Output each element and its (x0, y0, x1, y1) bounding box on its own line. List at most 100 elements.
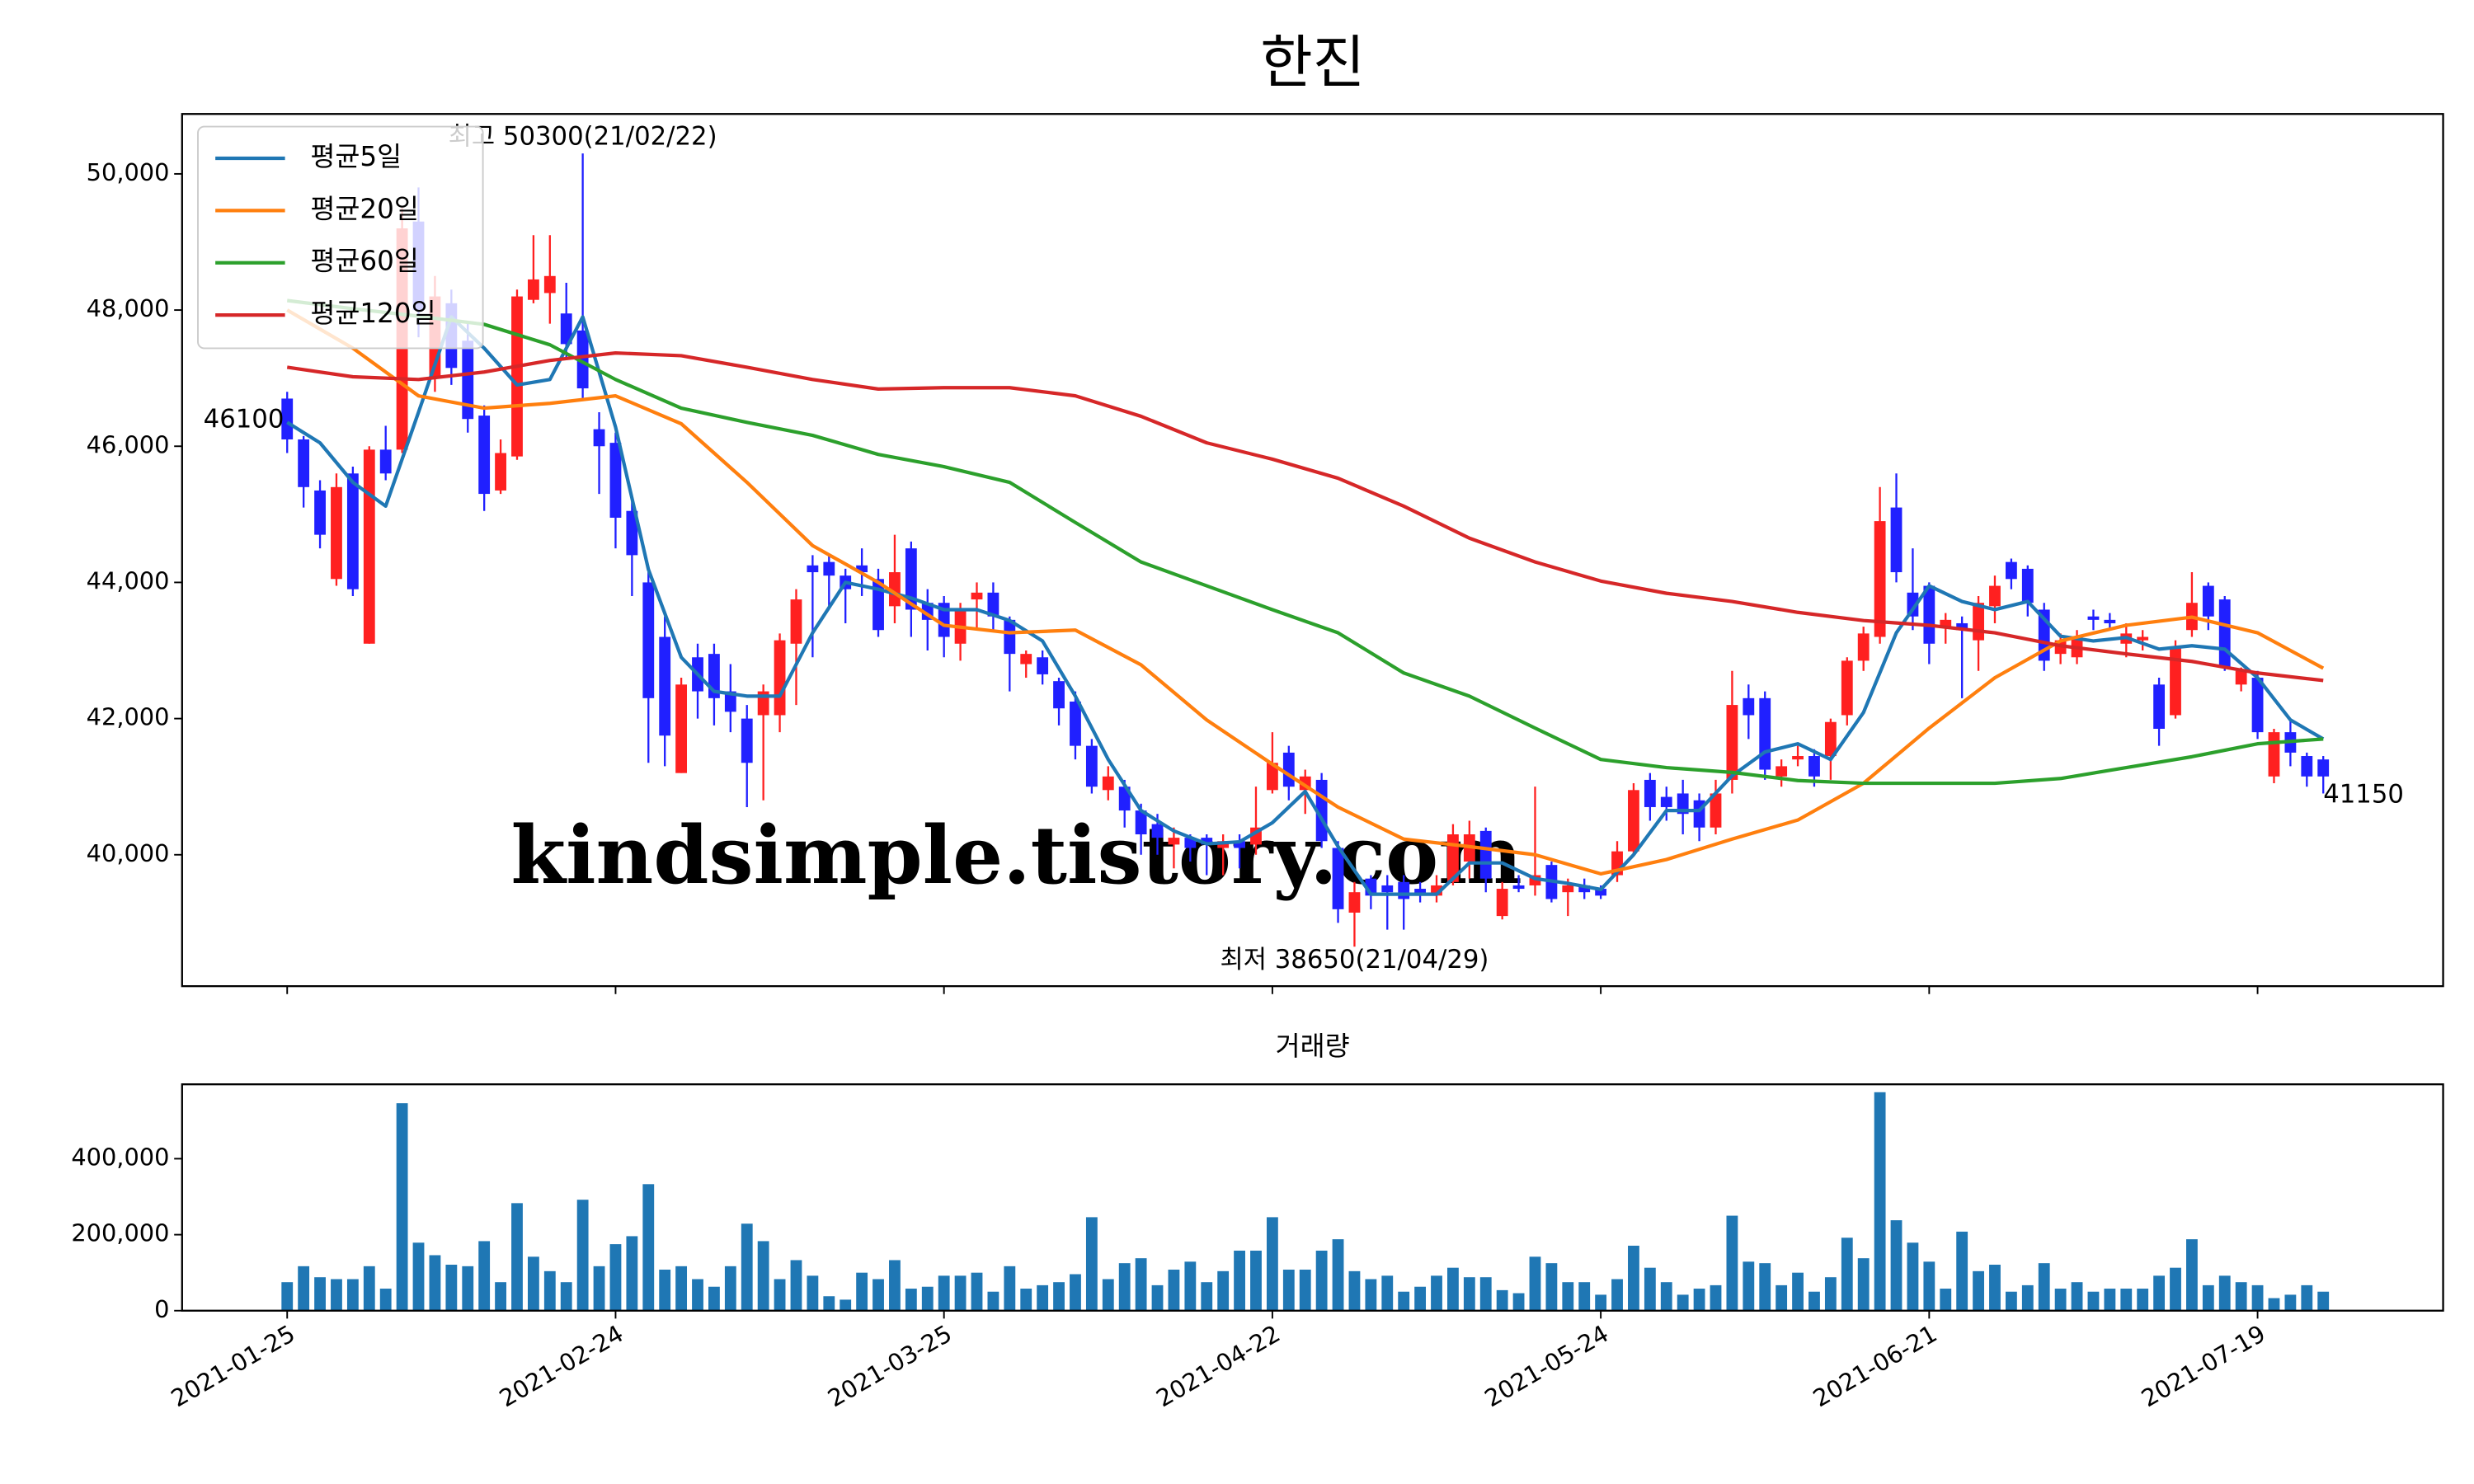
volume-bar (2317, 1291, 2330, 1311)
volume-bar (2137, 1289, 2149, 1311)
candle-body (1381, 885, 1394, 893)
volume-bar (1168, 1269, 1180, 1311)
candle-body (2251, 678, 2264, 733)
volume-bar (659, 1269, 671, 1311)
volume-bar (1332, 1239, 1344, 1311)
volume-bar (2251, 1284, 2264, 1311)
candle-body (2137, 636, 2149, 641)
volume-bar (2054, 1289, 2067, 1311)
candle-body (1135, 810, 1147, 834)
volume-bar (971, 1272, 983, 1311)
volume-bar (346, 1279, 359, 1311)
legend-label: 평균120일 (310, 298, 435, 329)
volume-bar (2021, 1284, 2034, 1311)
candle-body (1628, 790, 1639, 852)
candle-body (363, 449, 375, 644)
volume-bar (1463, 1277, 1475, 1311)
volume-bar (2087, 1291, 2100, 1311)
candle-body (1660, 796, 1672, 807)
volume-bar (724, 1266, 736, 1311)
volume-bar (527, 1256, 539, 1311)
volume-bar (1857, 1258, 1870, 1311)
candle-body (379, 449, 392, 474)
y-tick-label: 48,000 (87, 294, 170, 322)
volume-bar (2268, 1298, 2280, 1311)
candle-body (1923, 585, 1935, 644)
volume-bar (1710, 1284, 1722, 1311)
volume-bar (2005, 1291, 2017, 1311)
volume-bar (363, 1266, 375, 1311)
price-frame (181, 113, 2444, 988)
volume-bar (1184, 1261, 1197, 1311)
volume-bar (1102, 1279, 1114, 1311)
candle-body (1562, 885, 1574, 893)
annotation: 46100 (204, 404, 285, 434)
volume-bar (1956, 1231, 1968, 1311)
candle-body (1332, 848, 1344, 909)
volume-bar (1841, 1237, 1853, 1311)
candle-body (1940, 619, 1952, 627)
volume-bar (856, 1272, 868, 1311)
volume-bar (1545, 1263, 1558, 1311)
candle-body (2087, 616, 2100, 620)
volume-bar (2218, 1275, 2231, 1311)
candle-body (741, 718, 753, 763)
volume-bar (560, 1282, 572, 1311)
candle-body (1776, 766, 1788, 777)
volume-bar (2301, 1284, 2313, 1311)
volume-bar (692, 1279, 703, 1311)
candle-body (1496, 889, 1508, 917)
volume-bar (938, 1275, 950, 1311)
volume-bar (543, 1270, 556, 1311)
volume-bar (1053, 1282, 1065, 1311)
candle-body (774, 640, 786, 716)
volume-bar (2284, 1294, 2297, 1311)
candle-body (2301, 756, 2313, 777)
volume-bar (889, 1260, 901, 1311)
volume-bar (954, 1275, 967, 1311)
candle-body (724, 691, 736, 712)
volume-bar (708, 1286, 720, 1311)
candle-body (1085, 745, 1098, 787)
volume-bar (1496, 1289, 1508, 1311)
volume-bar (1824, 1277, 1837, 1311)
volume-bar (1923, 1261, 1935, 1311)
volume-bar (807, 1275, 819, 1311)
volume-bar (905, 1289, 917, 1311)
candle-body (281, 398, 294, 439)
volume-bar (314, 1277, 326, 1311)
volume-bar (2235, 1282, 2247, 1311)
volume-bar (921, 1286, 934, 1311)
candle-body (1512, 885, 1525, 890)
volume-bar (1973, 1270, 1984, 1311)
volume-bar (1398, 1291, 1410, 1311)
volume-bar (1677, 1294, 1689, 1311)
candle-body (1020, 654, 1032, 665)
candle-body (971, 592, 983, 600)
annotation: 41150 (2323, 779, 2404, 809)
candle-body (527, 279, 539, 300)
volume-bar (511, 1203, 523, 1311)
candle-body (2005, 561, 2017, 580)
volume-frame (181, 1083, 2444, 1312)
volume-title: 거래량 (1276, 1031, 1350, 1062)
volume-bar (1808, 1291, 1820, 1311)
volume-bar (840, 1299, 852, 1311)
volume-bar (790, 1260, 802, 1311)
volume-bar (576, 1200, 589, 1311)
candle-body (889, 572, 901, 607)
volume-bar (2120, 1289, 2133, 1311)
volume-bar (1759, 1263, 1771, 1311)
candle-body (1070, 701, 1081, 746)
chart-title: 한진 (1260, 31, 1365, 96)
candle-body (1004, 619, 1016, 655)
volume-bar (1628, 1245, 1639, 1311)
volume-bar (1365, 1279, 1377, 1311)
volume-bar (396, 1103, 408, 1311)
volume-bar (379, 1289, 392, 1311)
candle-body (1841, 660, 1853, 716)
candle-body (462, 340, 474, 420)
volume-bar (281, 1282, 294, 1311)
legend-label: 평균20일 (310, 193, 419, 224)
y-tick-label: 200,000 (71, 1219, 169, 1247)
